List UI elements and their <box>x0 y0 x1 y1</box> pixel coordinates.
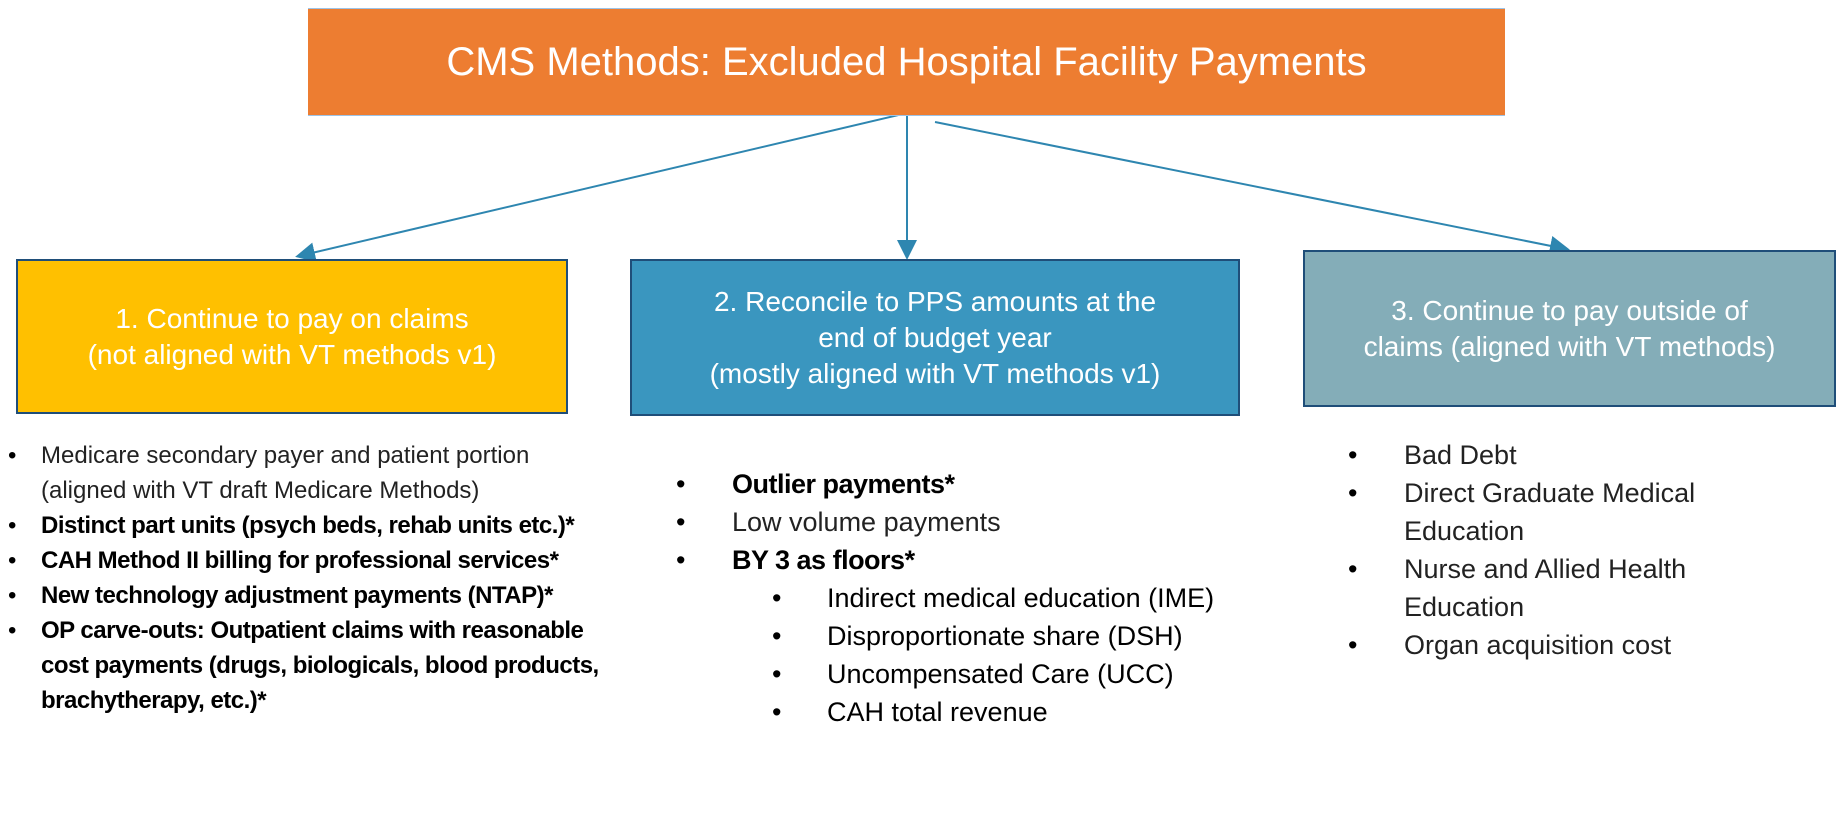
title: CMS Methods: Excluded Hospital Facility … <box>446 39 1367 84</box>
heading-box: 3. Continue to pay outside of claims (ali… <box>1303 250 1836 407</box>
title-box: CMS Methods: Excluded Hospital Facility … <box>308 8 1505 116</box>
list-item: CAH Method II billing for professional s… <box>8 543 608 578</box>
bullet-list: Outlier payments* Low volume payments BY 3… <box>672 465 1292 731</box>
list-item: Distinct part units (psych beds, rehab u… <box>8 508 608 543</box>
item-text: Bad Debt <box>1404 440 1517 470</box>
item-text: Outlier payments* <box>732 469 955 499</box>
heading-line: 3. Continue to pay outside of <box>1391 294 1748 326</box>
heading-box: 1. Continue to pay on claims (not aligned… <box>16 259 568 414</box>
sub-list: Indirect medical education (IME)Dispropo… <box>732 579 1292 731</box>
sub-item: CAH total revenue <box>732 693 1292 731</box>
list-item: New technology adjustment payments (NTAP… <box>8 578 608 613</box>
heading-line: 1. Continue to pay on claims <box>115 302 469 334</box>
list-item: OP carve-outs: Outpatient claims with re… <box>8 613 608 718</box>
heading-line: (mostly aligned with VT methods v1) <box>709 357 1161 389</box>
list-item: Bad Debt <box>1344 436 1744 474</box>
list-item: Organ acquisition cost <box>1344 626 1744 664</box>
item-text: Low volume payments <box>732 507 1001 537</box>
list-item: Outlier payments* <box>672 465 1292 503</box>
item-text: Nurse and Allied Health Education <box>1404 554 1687 622</box>
sub-item: Disproportionate share (DSH) <box>732 617 1292 655</box>
list-item: BY 3 as floors* Indirect medical educatio… <box>672 541 1292 731</box>
item-text: New technology adjustment payments (NTAP… <box>41 582 553 609</box>
heading-line: (not aligned with VT methods v1) <box>87 338 497 370</box>
heading-line: claims (aligned with VT methods) <box>1363 330 1776 362</box>
list-item: Nurse and Allied Health Education <box>1344 550 1744 626</box>
list-item: Direct Graduate Medical Education <box>1344 474 1744 550</box>
item-text: Organ acquisition cost <box>1404 630 1672 660</box>
list-item: Medicare secondary payer and patient por… <box>8 438 608 508</box>
list-item: Low volume payments <box>672 503 1292 541</box>
arrow <box>295 112 908 263</box>
heading-line: end of budget year <box>818 321 1052 353</box>
bullet-list: Bad Debt Direct Graduate Medical Educatio… <box>1344 436 1744 664</box>
sub-item: Uncompensated Care (UCC) <box>732 655 1292 693</box>
item-text: BY 3 as floors* <box>732 545 915 575</box>
item-text: OP carve-outs: Outpatient claims with re… <box>41 617 599 714</box>
item-text: CAH Method II billing for professional s… <box>41 547 559 574</box>
heading-box: 2. Reconcile to PPS amounts at the end of… <box>630 259 1240 416</box>
item-text: Direct Graduate Medical Education <box>1404 478 1696 546</box>
sub-item: Indirect medical education (IME) <box>732 579 1292 617</box>
item-text: Medicare secondary payer and patient por… <box>41 442 530 504</box>
bullet-list: Medicare secondary payer and patient por… <box>8 438 608 718</box>
arrow <box>934 121 1570 256</box>
item-text: Distinct part units (psych beds, rehab u… <box>41 512 575 539</box>
heading-line: 2. Reconcile to PPS amounts at the <box>713 285 1157 317</box>
